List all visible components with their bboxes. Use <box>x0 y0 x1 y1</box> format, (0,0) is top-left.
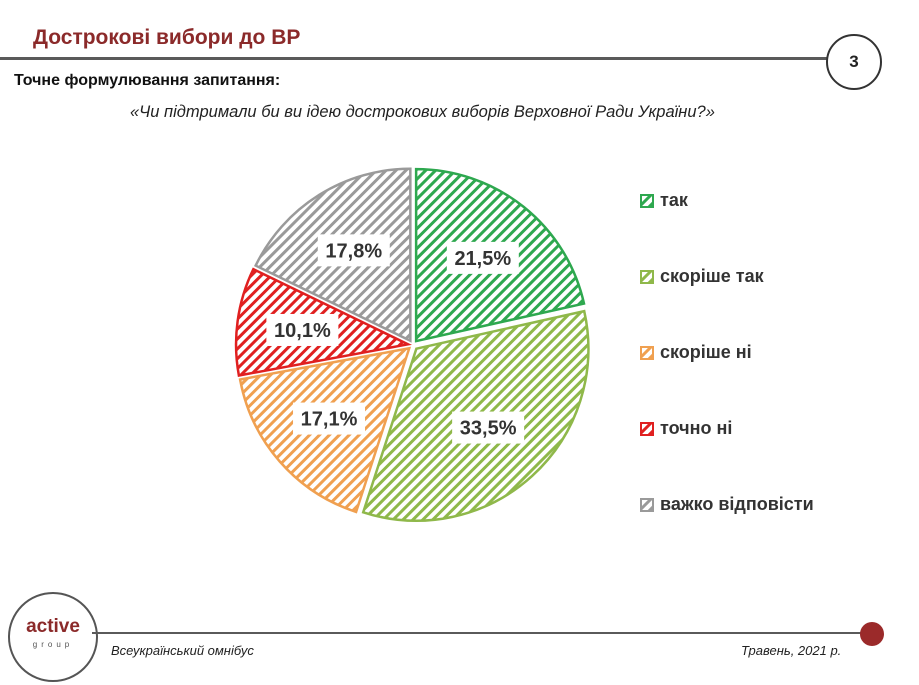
logo-subtitle: group <box>32 640 74 649</box>
legend-label: важко відповісти <box>660 494 814 514</box>
logo-word: active <box>26 616 80 637</box>
legend-label: скоріше так <box>660 266 764 286</box>
data-label-скоріше-ні: 17,1% <box>293 402 366 435</box>
footer-divider <box>92 632 872 634</box>
question-text: «Чи підтримали би ви ідею дострокових ви… <box>130 103 715 121</box>
legend-item-точно-ні: точно ні <box>640 418 732 439</box>
legend-swatch-скоріше-так <box>640 269 654 284</box>
footer-survey-name: Всеукраїнський омнібус <box>111 643 254 658</box>
svg-text:17,8%: 17,8% <box>325 240 382 262</box>
svg-text:21,5%: 21,5% <box>454 248 511 270</box>
legend-label: скоріше ні <box>660 342 752 362</box>
legend-item-так: так <box>640 190 688 211</box>
legend-label: точно ні <box>660 418 733 438</box>
legend-swatch-важко-відповісти <box>640 497 654 512</box>
svg-text:10,1%: 10,1% <box>274 320 331 342</box>
svg-text:17,1%: 17,1% <box>301 409 358 431</box>
legend-item-скоріше-так: скоріше так <box>640 266 764 287</box>
legend-swatch-так <box>640 193 654 208</box>
active-group-logo: active group <box>8 592 98 682</box>
question-label: Точне формулювання запитання: <box>14 72 281 89</box>
data-label-скоріше-так: 33,5% <box>452 411 525 444</box>
legend-swatch-скоріше-ні <box>640 345 654 360</box>
data-label-важко-відповісти: 17,8% <box>317 234 390 267</box>
legend-label: так <box>660 190 688 210</box>
legend-item-скоріше-ні: скоріше ні <box>640 342 752 363</box>
data-label-так: 21,5% <box>446 241 519 274</box>
footer-dot <box>860 622 884 646</box>
slide-title: Дострокові вибори до ВР <box>33 26 301 49</box>
data-label-точно-ні: 10,1% <box>266 313 339 346</box>
title-divider <box>0 57 840 60</box>
page-number-badge: 3 <box>826 34 882 90</box>
legend-item-важко-відповісти: важко відповісти <box>640 494 814 515</box>
footer-date: Травень, 2021 р. <box>741 643 842 658</box>
svg-text:33,5%: 33,5% <box>460 418 517 440</box>
legend-swatch-точно-ні <box>640 421 654 436</box>
